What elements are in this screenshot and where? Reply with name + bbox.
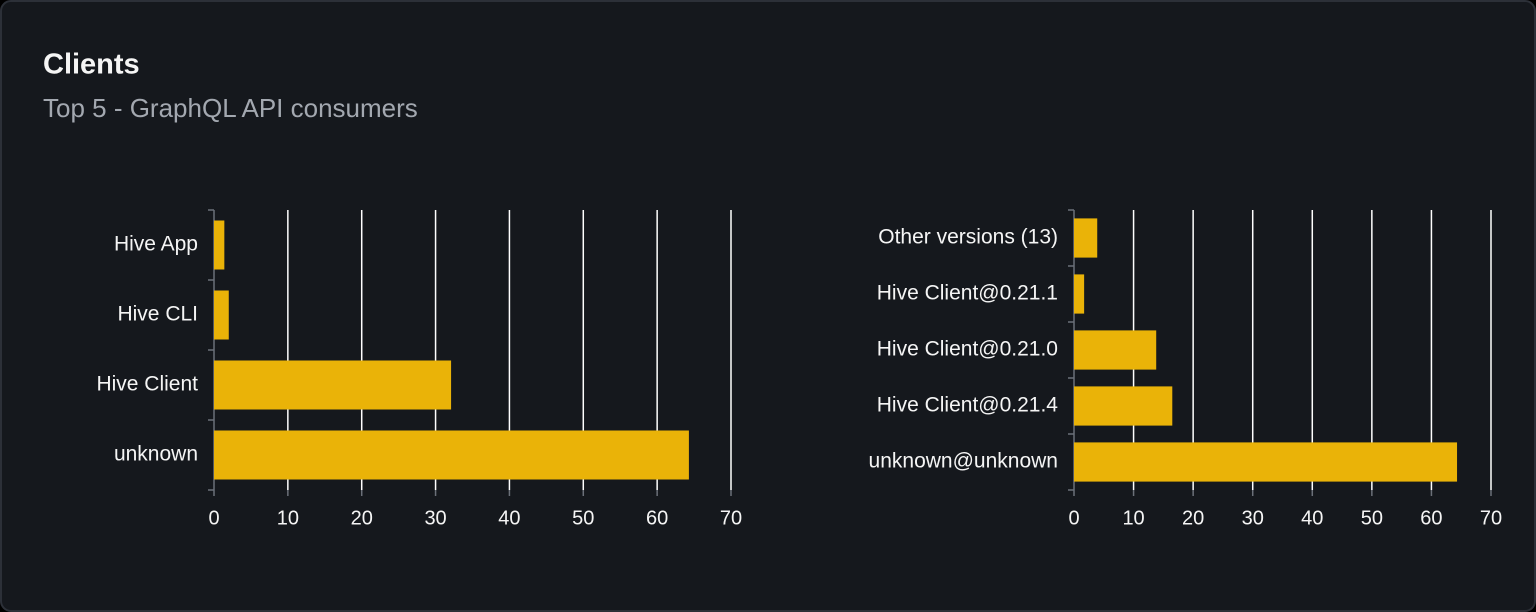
x-tick-label: 20 xyxy=(1182,507,1204,529)
x-tick-label: 70 xyxy=(720,507,742,529)
x-tick-label: 70 xyxy=(1480,507,1502,529)
y-tick-label: Hive Client@0.21.4 xyxy=(877,394,1059,417)
x-tick-label: 50 xyxy=(572,507,594,529)
x-tick-label: 0 xyxy=(1068,507,1079,529)
card-title: Clients xyxy=(43,49,140,81)
bar xyxy=(1074,386,1173,426)
y-tick-label: Other versions (13) xyxy=(878,226,1058,249)
x-tick-label: 40 xyxy=(1301,507,1323,529)
x-tick-label: 50 xyxy=(1361,507,1383,529)
bar xyxy=(214,290,229,340)
x-tick-label: 0 xyxy=(208,507,219,529)
x-tick-label: 30 xyxy=(1242,507,1264,529)
y-tick-label: Hive Client xyxy=(96,373,198,396)
bar xyxy=(1074,442,1458,482)
y-tick-label: unknown xyxy=(114,443,198,466)
bar xyxy=(1074,330,1157,370)
bar xyxy=(1074,274,1085,314)
y-tick-label: Hive Client@0.21.0 xyxy=(877,338,1058,361)
y-tick-label: Hive Client@0.21.1 xyxy=(877,282,1058,305)
bar xyxy=(214,220,225,270)
x-tick-label: 30 xyxy=(424,507,446,529)
x-tick-label: 60 xyxy=(1420,507,1442,529)
card-subtitle: Top 5 - GraphQL API consumers xyxy=(43,93,418,123)
bar xyxy=(1074,218,1098,258)
y-tick-label: unknown@unknown xyxy=(869,450,1058,473)
y-tick-label: Hive CLI xyxy=(117,303,198,326)
x-tick-label: 40 xyxy=(498,507,520,529)
bar xyxy=(214,430,689,480)
bar xyxy=(214,360,452,410)
x-tick-label: 20 xyxy=(351,507,373,529)
x-tick-label: 60 xyxy=(646,507,668,529)
x-tick-label: 10 xyxy=(1122,507,1144,529)
y-tick-label: Hive App xyxy=(114,233,198,256)
x-tick-label: 10 xyxy=(277,507,299,529)
